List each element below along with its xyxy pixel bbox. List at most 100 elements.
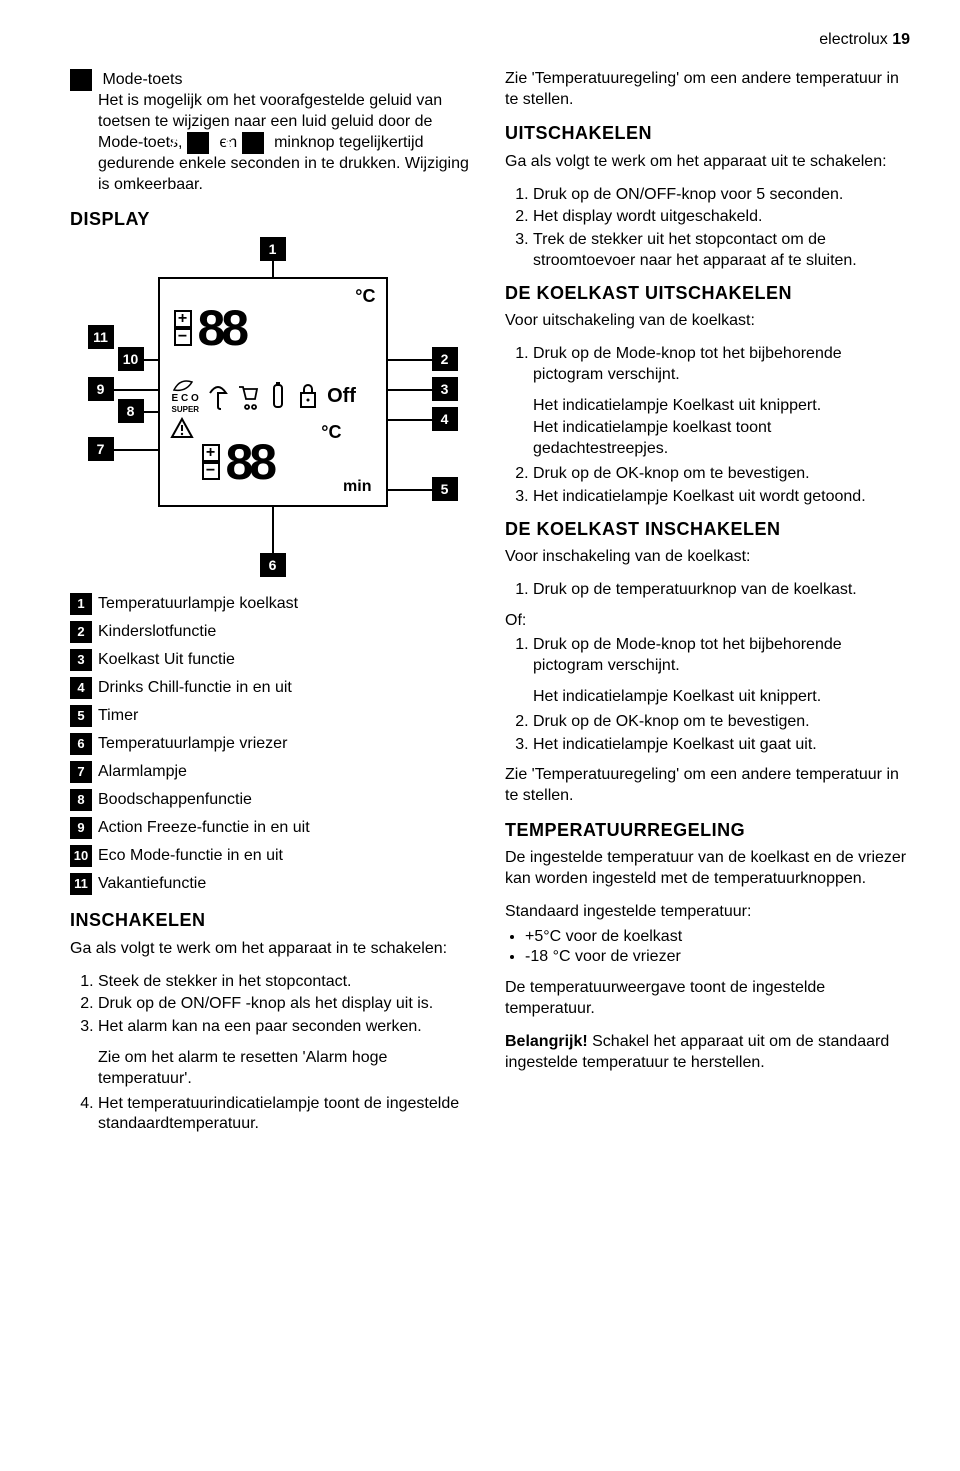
belangrijk-label: Belangrijk! [505, 1033, 588, 1050]
legend-text: Vakantiefunctie [98, 874, 206, 895]
callout-3: 3 [432, 377, 458, 401]
legend-row: 5Timer [70, 705, 475, 727]
mode-key-title: Mode-toets [102, 71, 182, 88]
lead-4 [388, 419, 432, 421]
brand: electrolux [819, 31, 887, 48]
badge-7-inline: 7 [187, 132, 209, 154]
step: Druk op de Mode-knop tot het bijbehorend… [533, 344, 910, 386]
callout-7: 7 [88, 437, 114, 461]
display-diagram: 1 11 10 9 8 7 2 3 4 5 6 [88, 237, 458, 577]
callout-11: 11 [88, 325, 114, 349]
callout-1: 1 [260, 237, 286, 261]
step: Het indicatielampje Koelkast uit wordt g… [533, 487, 910, 508]
display-panel: +− 88 °C E C O SUPER Off [158, 277, 388, 507]
step: Trek de stekker uit het stopcontact om d… [533, 230, 910, 272]
inschakelen-steps: Steek de stekker in het stopcontact. Dru… [70, 972, 475, 1038]
legend-row: 11 Vakantiefunctie [70, 873, 475, 895]
koelkast-uit-steps-cont: Druk op de OK-knop om te bevestigen. Het… [505, 464, 910, 508]
legend-row: 10Eco Mode-functie in en uit [70, 845, 475, 867]
uitschakelen-steps: Druk op de ON/OFF-knop voor 5 seconden. … [505, 185, 910, 272]
step: Het alarm kan na een paar seconden werke… [98, 1017, 475, 1038]
legend-text: Drinks Chill-functie in en uit [98, 678, 292, 699]
of-text: Of: [505, 611, 910, 632]
tempreg-p2: Standaard ingestelde temperatuur: [505, 902, 910, 923]
lead-3 [388, 389, 432, 391]
tempreg-p3: De temperatuurweergave toont de ingestel… [505, 978, 910, 1020]
inschakelen-steps-cont: Het temperatuurindicatielampje toont de … [70, 1094, 475, 1136]
legend-badge: 6 [70, 733, 92, 755]
legend-badge: 4 [70, 677, 92, 699]
badge-7: 7 [70, 69, 92, 91]
tempreg-heading: TEMPERATUURREGELING [505, 819, 910, 842]
legend-text: Koelkast Uit functie [98, 650, 235, 671]
legend-row: 8Boodschappenfunctie [70, 789, 475, 811]
leaf-icon [172, 378, 194, 392]
panel-row-icons: E C O SUPER Off [172, 371, 374, 421]
legend-row: 2Kinderslotfunctie [70, 621, 475, 643]
step: Druk op de Mode-knop tot het bijbehorend… [533, 635, 910, 677]
uitschakelen-heading: UITSCHAKELEN [505, 122, 910, 145]
callout-10: 10 [118, 347, 144, 371]
lead-6 [272, 507, 274, 553]
left-column: 7 Mode-toets Het is mogelijk om het voor… [70, 69, 475, 1145]
lock-icon [297, 381, 319, 411]
koelkast-uit-heading: DE KOELKAST UITSCHAKELEN [505, 282, 910, 305]
step: Het temperatuurindicatielampje toont de … [98, 1094, 475, 1136]
degc-bottom: °C [321, 421, 341, 444]
inschakelen-heading: INSCHAKELEN [70, 909, 475, 932]
lead-9 [114, 389, 158, 391]
plusminus-icon-2: +− [200, 444, 222, 480]
koelkast-uit-steps: Druk op de Mode-knop tot het bijbehorend… [505, 344, 910, 386]
degc-top: °C [355, 285, 375, 308]
step: Druk op de temperatuurknop van de koelka… [533, 580, 910, 601]
callout-9: 9 [88, 377, 114, 401]
lead-8 [144, 411, 158, 413]
tempreg-p4: Belangrijk! Schakel het apparaat uit om … [505, 1032, 910, 1074]
plusminus-icon: +− [172, 310, 194, 346]
callout-6: 6 [260, 553, 286, 577]
cart-icon [237, 381, 259, 411]
lead-1 [272, 261, 274, 277]
lead-5 [388, 489, 432, 491]
legend-badge: 3 [70, 649, 92, 671]
step: Druk op de OK-knop om te bevestigen. [533, 712, 910, 733]
eco-super-stack: E C O SUPER [172, 378, 200, 415]
mode-key-paragraph: 7 Mode-toets Het is mogelijk om het voor… [70, 69, 475, 196]
step: Steek de stekker in het stopcontact. [98, 972, 475, 993]
legend-badge: 9 [70, 817, 92, 839]
koelkast-uit-intro: Voor uitschakeling van de koelkast: [505, 311, 910, 332]
legend-text: Boodschappenfunctie [98, 790, 252, 811]
legend-badge: 5 [70, 705, 92, 727]
legend-text: Temperatuurlampje vriezer [98, 734, 287, 755]
legend-text: Eco Mode-functie in en uit [98, 846, 283, 867]
legend-badge: 11 [70, 873, 92, 895]
panel-row-top: +− 88 [172, 285, 374, 371]
freezer-temp-digits: 88 [226, 430, 274, 495]
legend-row: 3 Koelkast Uit functie [70, 649, 475, 671]
legend-row: 9Action Freeze-functie in en uit [70, 817, 475, 839]
page-header: electrolux 19 [70, 30, 910, 51]
fridge-temp-digits: 88 [198, 296, 246, 361]
legend-list: 1Temperatuurlampje koelkast 2Kinderslotf… [70, 593, 475, 895]
step: Het display wordt uitgeschakeld. [533, 207, 910, 228]
koelkast-in-intro: Voor inschakeling van de koelkast: [505, 547, 910, 568]
lead-2 [388, 359, 432, 361]
koelkast-in-steps-alt: Druk op de Mode-knop tot het bijbehorend… [505, 635, 910, 677]
step-sub: Zie om het alarm te resetten 'Alarm hoge… [98, 1048, 475, 1090]
step-sub: Het indicatielampje koelkast toont gedac… [533, 418, 910, 460]
lead-10 [144, 359, 158, 361]
legend-badge: 7 [70, 761, 92, 783]
legend-row: 6 Temperatuurlampje vriezer [70, 733, 475, 755]
step: Druk op de OK-knop om te bevestigen. [533, 464, 910, 485]
content-columns: 7 Mode-toets Het is mogelijk om het voor… [70, 69, 910, 1145]
zie-paragraph: Zie 'Temperatuuregeling' om een andere t… [505, 69, 910, 111]
koelkast-in-heading: DE KOELKAST INSCHAKELEN [505, 518, 910, 541]
page-number: 19 [892, 31, 910, 48]
step-sub: Het indicatielampje Koelkast uit knipper… [533, 687, 910, 708]
legend-row: 1Temperatuurlampje koelkast [70, 593, 475, 615]
tempreg-p1: De ingestelde temperatuur van de koelkas… [505, 848, 910, 890]
badge-6-inline: 6 [242, 132, 264, 154]
lead-7 [114, 449, 158, 451]
tempreg-bullets: +5°C voor de koelkast -18 °C voor de vri… [505, 927, 910, 969]
super-text: SUPER [172, 405, 200, 415]
